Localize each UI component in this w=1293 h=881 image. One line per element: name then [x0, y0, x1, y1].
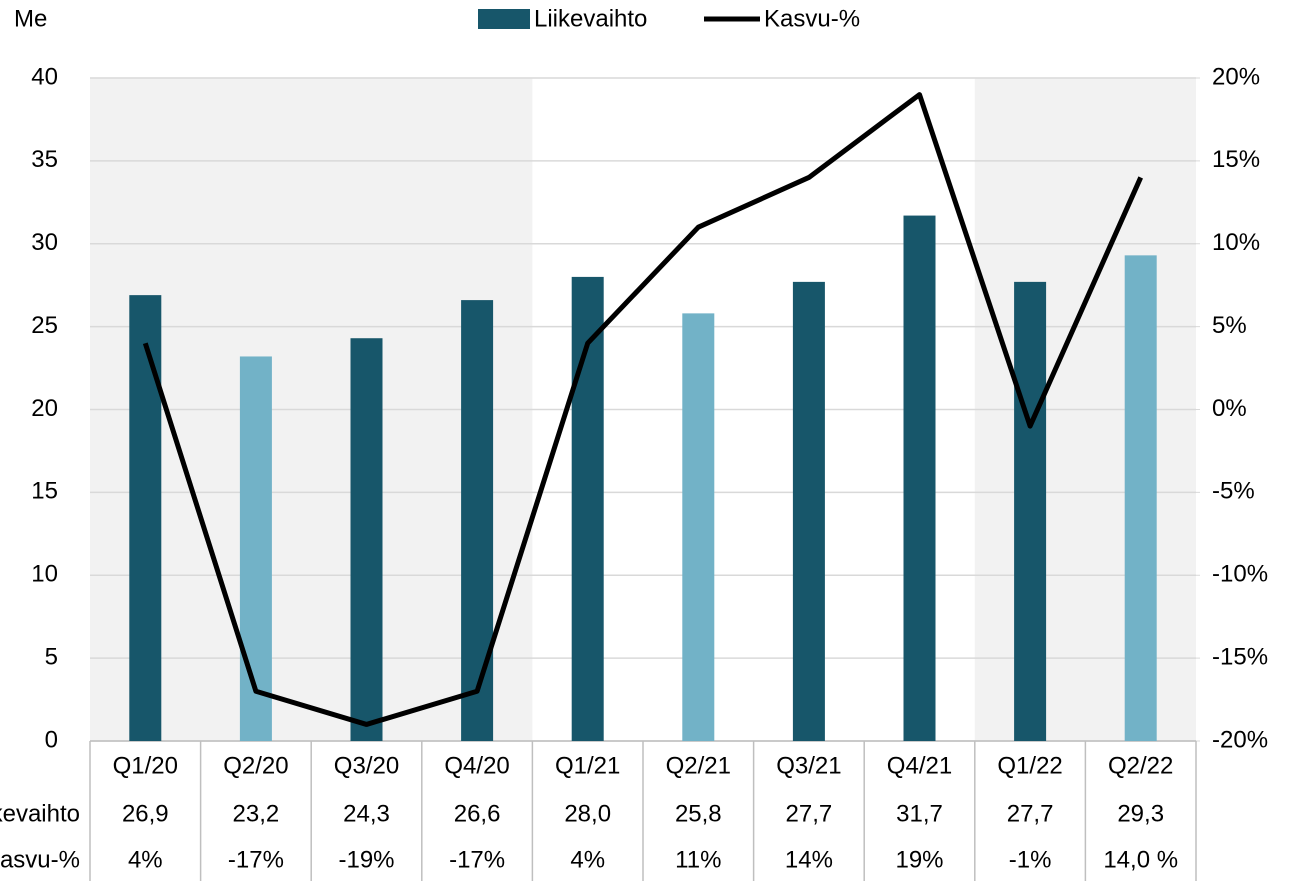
bar	[682, 313, 715, 741]
line	[142, 92, 1143, 727]
y2-tick-label: 10%	[1212, 229, 1260, 256]
table-cell: -17%	[449, 846, 505, 873]
table-cell: 26,9	[122, 800, 169, 827]
y-tick-label: 30	[31, 229, 58, 256]
table-cell: 14%	[785, 846, 833, 873]
legend-label: Liikevaihto	[534, 5, 647, 32]
y2-tick-label: -20%	[1212, 726, 1268, 753]
y-tick-label: 0	[45, 726, 58, 753]
table-row-label: Liikevaihto	[0, 800, 80, 827]
table-cell: 11%	[675, 846, 721, 873]
bar	[903, 215, 936, 741]
x-tick-label: Q2/22	[1108, 752, 1173, 779]
y2-tick-label: 0%	[1212, 395, 1247, 422]
table-cell: 23,2	[233, 800, 280, 827]
y-tick-label: 25	[31, 312, 58, 339]
legend-label: Kasvu-%	[764, 5, 860, 32]
x-tick-label: Q4/20	[444, 752, 509, 779]
x-tick-label: Q1/21	[555, 752, 620, 779]
table-cell: 24,3	[343, 800, 390, 827]
table-cell: 4%	[570, 846, 605, 873]
bar	[1124, 255, 1157, 742]
x-tick-label: Q3/20	[334, 752, 399, 779]
bar	[792, 281, 825, 741]
table-cell: -17%	[228, 846, 284, 873]
table-cell: 28,0	[564, 800, 611, 827]
table-cell: 27,7	[1007, 800, 1054, 827]
y-tick-label: 40	[31, 63, 58, 90]
y2-tick-label: 20%	[1212, 63, 1260, 90]
x-tick-label: Q1/20	[113, 752, 178, 779]
table-cell: 14,0 %	[1103, 846, 1178, 873]
y-tick-label: 35	[31, 146, 58, 173]
table-cell: 25,8	[675, 800, 722, 827]
table-cell: 31,7	[896, 800, 943, 827]
bar	[571, 276, 604, 741]
table-cell: 19%	[895, 846, 943, 873]
legend-swatch	[478, 9, 530, 29]
table-cell: 4%	[128, 846, 163, 873]
table-cell: -1%	[1009, 846, 1052, 873]
y2-tick-label: 15%	[1212, 146, 1260, 173]
table-cell: 26,6	[454, 800, 501, 827]
y2-tick-label: -15%	[1212, 643, 1268, 670]
bar	[239, 356, 272, 741]
x-tick-label: Q4/21	[887, 752, 952, 779]
x-tick-label: Q2/21	[666, 752, 731, 779]
table-cell: 29,3	[1117, 800, 1164, 827]
bar	[461, 300, 494, 741]
y2-tick-label: -10%	[1212, 561, 1268, 588]
y-tick-label: 5	[45, 643, 58, 670]
y2-tick-label: -5%	[1212, 478, 1255, 505]
bar	[129, 295, 162, 741]
bar	[1014, 281, 1047, 741]
y2-tick-label: 5%	[1212, 312, 1247, 339]
y-tick-label: 10	[31, 561, 58, 588]
y-tick-label: 15	[31, 478, 58, 505]
x-tick-label: Q2/20	[223, 752, 288, 779]
y-tick-label: 20	[31, 395, 58, 422]
x-tick-label: Q3/21	[776, 752, 841, 779]
bar	[350, 338, 383, 741]
y-axis-label: Me	[14, 5, 47, 32]
x-tick-label: Q1/22	[997, 752, 1062, 779]
table-row-label: Kasvu-%	[0, 846, 80, 873]
table-cell: 27,7	[786, 800, 833, 827]
table-cell: -19%	[338, 846, 394, 873]
